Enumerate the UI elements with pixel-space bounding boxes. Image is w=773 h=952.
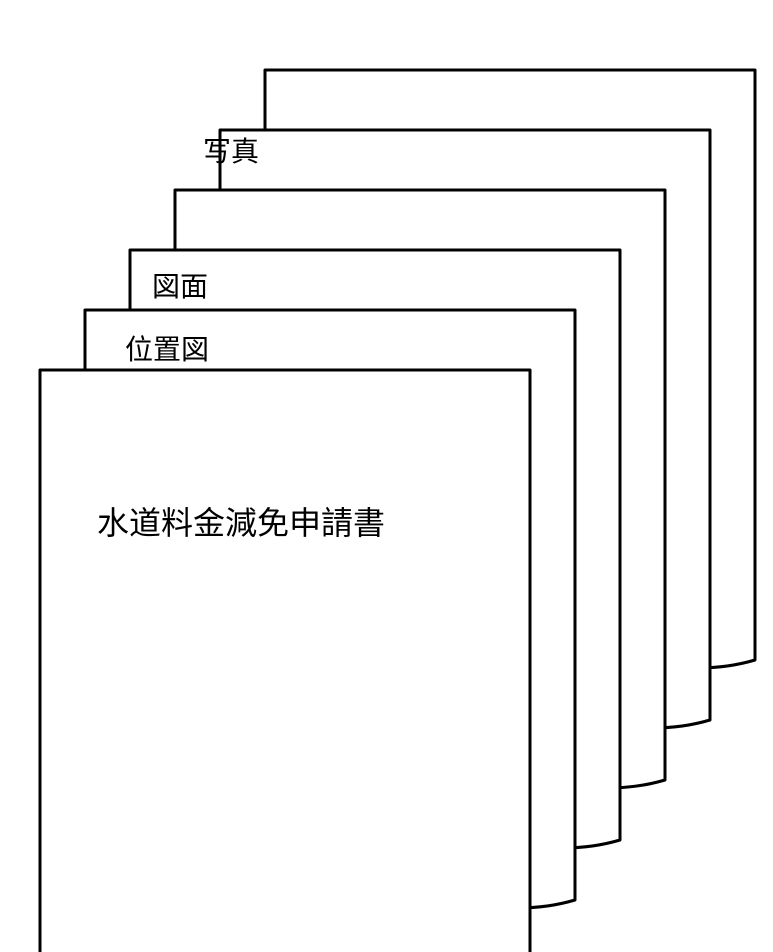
paper-stack-svg (0, 0, 773, 952)
paper-sheet-5 (40, 370, 530, 952)
sheet-label-1: 写真 (203, 130, 259, 170)
diagram-stage: 写真 図面 位置図 水道料金減免申請書 (0, 0, 773, 952)
sheet-label-4: 位置図 (125, 328, 209, 368)
sheet-label-5: 水道料金減免申請書 (97, 498, 385, 544)
sheet-label-3: 図面 (152, 265, 208, 305)
